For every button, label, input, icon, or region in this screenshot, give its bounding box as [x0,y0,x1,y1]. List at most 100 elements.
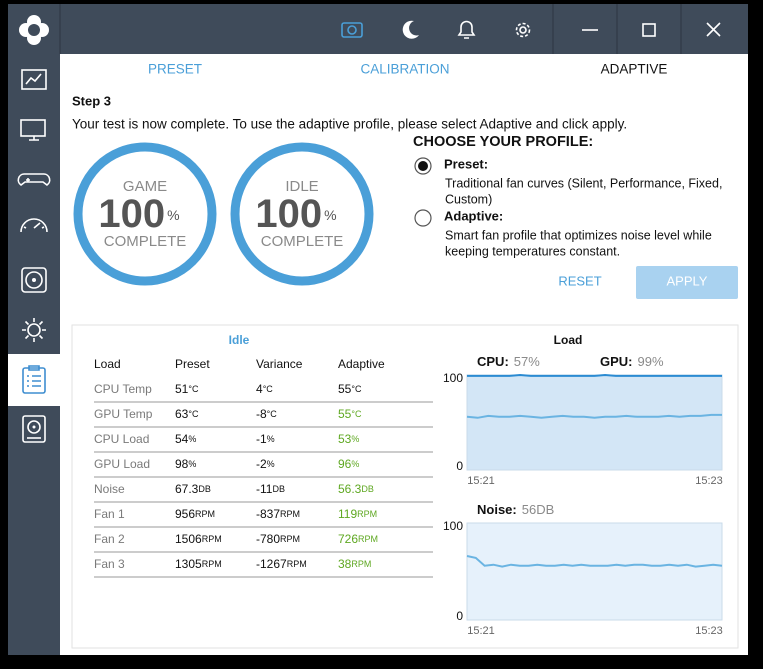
option-name[interactable]: Preset: [444,156,488,171]
table-cell: 55°C [338,407,362,421]
gear-icon[interactable] [515,22,531,38]
camera-icon[interactable] [341,22,363,38]
cell-unit: DB [361,484,374,494]
apply-label[interactable]: APPLY [667,273,708,288]
option-desc: Traditional fan curves (Silent, Performa… [445,176,722,190]
cell-unit: % [351,459,359,469]
cell-unit: °C [188,384,199,394]
row-label: Noise [94,482,125,496]
table-cell: -1267RPM [256,557,307,571]
table-cell: 1305RPM [175,557,222,571]
table-cell: 56.3DB [338,482,374,496]
table-cell: 726RPM [338,532,378,546]
sidebar-selected [8,354,60,406]
tab[interactable]: ADAPTIVE [601,62,668,77]
idle-title: Idle [229,333,250,347]
series-label: GPU: 99% [600,354,664,369]
dashboard-icon[interactable] [21,69,47,90]
row-label: GPU Load [94,457,150,471]
row-label: Fan 3 [94,557,125,571]
table-cell: -1% [256,432,275,446]
x-tick-label: 15:21 [467,625,495,637]
table-header: Load [94,357,121,371]
cell-unit: % [188,459,196,469]
table-cell: 96% [338,457,359,471]
cell-unit: DB [198,484,211,494]
cell-unit: °C [263,384,274,394]
cell-unit: RPM [202,559,222,569]
option-name[interactable]: Adaptive: [444,208,503,223]
table-cell: 4°C [256,382,273,396]
brightness-icon[interactable] [22,318,46,342]
progress-ring [73,142,217,286]
cell-value: -8 [256,407,267,421]
cell-value: -780 [256,532,280,546]
reset-button[interactable]: RESET [558,273,601,288]
tab[interactable]: PRESET [148,62,202,77]
table-cell: -2% [256,457,275,471]
cell-unit: % [267,434,275,444]
tab[interactable]: CALIBRATION [360,62,449,77]
apply-button[interactable] [636,266,738,299]
cell-value: 1506 [175,532,202,546]
cell-unit: °C [351,384,362,394]
ring-number: 100 [98,192,165,236]
row-label: CPU Temp [94,382,152,396]
load-title: Load [554,333,583,347]
ring-unit: % [324,207,336,223]
cell-value: 51 [175,382,189,396]
plot-area [466,522,723,621]
table-header: Adaptive [338,357,385,371]
series-label: Noise: 56DB [477,502,554,517]
x-tick-label: 15:23 [695,475,723,487]
gauge-icon[interactable] [20,218,48,233]
cell-unit: DB [272,484,285,494]
ring-value: 100% [255,192,336,236]
profile-title: CHOOSE YOUR PROFILE: [413,134,593,150]
table-cell: 1506RPM [175,532,222,546]
cell-value: -837 [256,507,280,521]
x-tick-label: 15:21 [467,475,495,487]
cell-unit: RPM [357,509,377,519]
cell-unit: °C [267,409,278,419]
cell-value: 63 [175,407,189,421]
cell-unit: % [267,459,275,469]
series-name: GPU: [600,354,633,369]
cell-value: 98 [175,457,189,471]
close-button[interactable] [706,22,721,37]
cell-value: -1 [256,432,267,446]
series-reading: 99% [638,354,664,369]
fan-icon[interactable] [21,267,47,293]
table-cell: 63°C [175,407,199,421]
checklist-icon[interactable] [22,365,46,394]
ring-value: 100% [98,192,179,236]
series-line [466,555,723,568]
cell-value: 67.3 [175,482,199,496]
table-cell: 119RPM [338,507,377,521]
cell-value: -11 [256,482,273,496]
ring-number: 100 [255,192,322,236]
maximize-button[interactable] [642,23,656,37]
storage-icon[interactable] [22,415,46,443]
bell-icon[interactable] [457,20,476,39]
monitor-icon[interactable] [20,119,46,141]
sidebar [8,4,60,655]
step-text: Your test is now complete. To use the ad… [72,117,627,132]
table-cell: -780RPM [256,532,300,546]
moon-icon[interactable] [402,20,419,39]
gamepad-icon[interactable] [17,173,51,186]
row-label: GPU Temp [94,407,153,421]
series-reading: 56DB [522,502,555,517]
ring-label: IDLE [285,178,318,195]
cell-value: 38 [338,557,352,571]
table-cell: 38RPM [338,557,371,571]
series-name: Noise: [477,502,517,517]
cell-unit: RPM [280,509,300,519]
ring-unit: % [167,207,179,223]
table-header: Preset [175,357,210,371]
option-desc: Custom) [445,192,492,206]
cell-value: 54 [175,432,189,446]
cell-value: 4 [256,382,263,396]
radio[interactable] [414,209,432,227]
cell-unit: °C [188,409,199,419]
